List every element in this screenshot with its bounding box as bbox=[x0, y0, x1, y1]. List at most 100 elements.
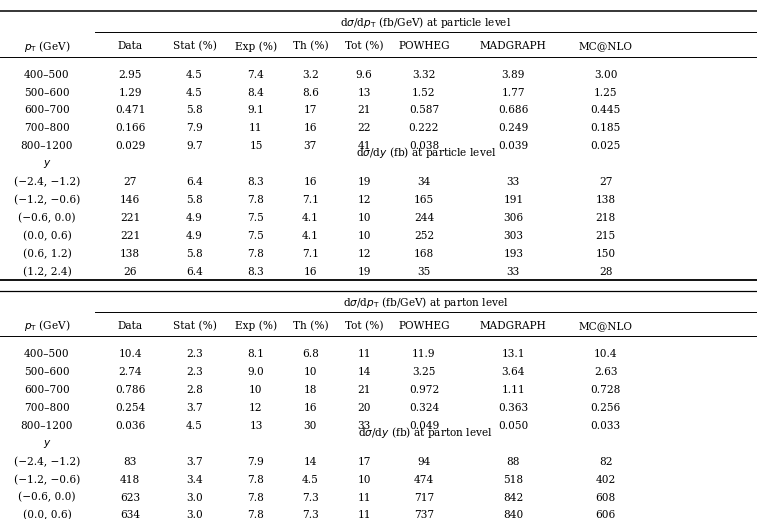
Text: 7.8: 7.8 bbox=[248, 493, 264, 502]
Text: 193: 193 bbox=[503, 249, 523, 258]
Text: 0.049: 0.049 bbox=[409, 421, 439, 431]
Text: 4.9: 4.9 bbox=[186, 213, 203, 223]
Text: 400–500: 400–500 bbox=[24, 349, 70, 359]
Text: 20: 20 bbox=[357, 403, 371, 413]
Text: 7.5: 7.5 bbox=[248, 231, 264, 241]
Text: (−2.4, −1.2): (−2.4, −1.2) bbox=[14, 177, 80, 187]
Text: 5.8: 5.8 bbox=[186, 249, 203, 258]
Text: 19: 19 bbox=[357, 267, 371, 277]
Text: 4.5: 4.5 bbox=[186, 421, 203, 431]
Text: 3.7: 3.7 bbox=[186, 403, 203, 413]
Text: 608: 608 bbox=[596, 493, 615, 502]
Text: 16: 16 bbox=[304, 403, 317, 413]
Text: (−1.2, −0.6): (−1.2, −0.6) bbox=[14, 474, 80, 485]
Text: 9.1: 9.1 bbox=[248, 105, 264, 115]
Text: 221: 221 bbox=[120, 231, 140, 241]
Text: 13: 13 bbox=[357, 88, 371, 98]
Text: 17: 17 bbox=[357, 457, 371, 467]
Text: 191: 191 bbox=[503, 195, 523, 205]
Text: 13: 13 bbox=[249, 421, 263, 431]
Text: 138: 138 bbox=[120, 249, 140, 258]
Text: 14: 14 bbox=[304, 457, 317, 467]
Text: 11: 11 bbox=[357, 493, 371, 502]
Text: 4.5: 4.5 bbox=[302, 474, 319, 485]
Text: 4.5: 4.5 bbox=[186, 88, 203, 98]
Text: 41: 41 bbox=[357, 141, 371, 151]
Text: Th (%): Th (%) bbox=[292, 321, 329, 331]
Text: 8.6: 8.6 bbox=[302, 88, 319, 98]
Text: 21: 21 bbox=[357, 385, 371, 395]
Text: 168: 168 bbox=[414, 249, 434, 258]
Text: 0.033: 0.033 bbox=[590, 421, 621, 431]
Text: 3.4: 3.4 bbox=[186, 474, 203, 485]
Text: 17: 17 bbox=[304, 105, 317, 115]
Text: 18: 18 bbox=[304, 385, 317, 395]
Text: 0.050: 0.050 bbox=[498, 421, 528, 431]
Text: 700–800: 700–800 bbox=[24, 403, 70, 413]
Text: 0.256: 0.256 bbox=[590, 403, 621, 413]
Text: (0.0, 0.6): (0.0, 0.6) bbox=[23, 510, 71, 519]
Text: 12: 12 bbox=[357, 249, 371, 258]
Text: 14: 14 bbox=[357, 367, 371, 377]
Text: POWHEG: POWHEG bbox=[398, 42, 450, 51]
Text: 11: 11 bbox=[249, 124, 263, 133]
Text: 0.029: 0.029 bbox=[115, 141, 145, 151]
Text: Stat (%): Stat (%) bbox=[173, 41, 217, 51]
Text: 402: 402 bbox=[596, 474, 615, 485]
Text: 0.036: 0.036 bbox=[115, 421, 145, 431]
Text: 7.8: 7.8 bbox=[248, 195, 264, 205]
Text: 221: 221 bbox=[120, 213, 140, 223]
Text: 3.2: 3.2 bbox=[302, 70, 319, 79]
Text: 5.8: 5.8 bbox=[186, 195, 203, 205]
Text: 165: 165 bbox=[414, 195, 434, 205]
Text: 2.63: 2.63 bbox=[593, 367, 618, 377]
Text: 10: 10 bbox=[357, 474, 371, 485]
Text: 3.7: 3.7 bbox=[186, 457, 203, 467]
Text: 10: 10 bbox=[357, 231, 371, 241]
Text: 500–600: 500–600 bbox=[24, 88, 70, 98]
Text: 19: 19 bbox=[357, 177, 371, 187]
Text: 33: 33 bbox=[357, 421, 371, 431]
Text: 7.8: 7.8 bbox=[248, 249, 264, 258]
Text: 1.29: 1.29 bbox=[118, 88, 142, 98]
Text: 146: 146 bbox=[120, 195, 140, 205]
Text: 22: 22 bbox=[357, 124, 371, 133]
Text: 82: 82 bbox=[599, 457, 612, 467]
Text: 306: 306 bbox=[503, 213, 523, 223]
Text: 6.8: 6.8 bbox=[302, 349, 319, 359]
Text: $y$: $y$ bbox=[42, 438, 51, 450]
Text: 7.8: 7.8 bbox=[248, 510, 264, 519]
Text: 0.786: 0.786 bbox=[115, 385, 145, 395]
Text: 16: 16 bbox=[304, 124, 317, 133]
Text: 27: 27 bbox=[123, 177, 137, 187]
Text: 30: 30 bbox=[304, 421, 317, 431]
Text: 34: 34 bbox=[417, 177, 431, 187]
Text: 15: 15 bbox=[249, 141, 263, 151]
Text: 5.8: 5.8 bbox=[186, 105, 203, 115]
Text: 2.3: 2.3 bbox=[186, 349, 203, 359]
Text: 10: 10 bbox=[249, 385, 263, 395]
Text: 21: 21 bbox=[357, 105, 371, 115]
Text: 737: 737 bbox=[414, 510, 434, 519]
Text: 12: 12 bbox=[357, 195, 371, 205]
Text: MADGRAPH: MADGRAPH bbox=[480, 42, 547, 51]
Text: 8.4: 8.4 bbox=[248, 88, 264, 98]
Text: 6.4: 6.4 bbox=[186, 267, 203, 277]
Text: 1.77: 1.77 bbox=[501, 88, 525, 98]
Text: 4.1: 4.1 bbox=[302, 213, 319, 223]
Text: 33: 33 bbox=[506, 177, 520, 187]
Text: Stat (%): Stat (%) bbox=[173, 321, 217, 331]
Text: d$\sigma$/d$y$ (fb) at parton level: d$\sigma$/d$y$ (fb) at parton level bbox=[359, 425, 493, 440]
Text: 2.74: 2.74 bbox=[118, 367, 142, 377]
Text: 634: 634 bbox=[120, 510, 140, 519]
Text: 94: 94 bbox=[417, 457, 431, 467]
Text: POWHEG: POWHEG bbox=[398, 321, 450, 331]
Text: (−0.6, 0.0): (−0.6, 0.0) bbox=[18, 213, 76, 223]
Text: (0.6, 1.2): (0.6, 1.2) bbox=[23, 249, 71, 259]
Text: 606: 606 bbox=[596, 510, 615, 519]
Text: 2.95: 2.95 bbox=[119, 70, 142, 79]
Text: MC@NLO: MC@NLO bbox=[578, 42, 633, 51]
Text: 8.3: 8.3 bbox=[248, 177, 264, 187]
Text: 600–700: 600–700 bbox=[24, 385, 70, 395]
Text: 9.7: 9.7 bbox=[186, 141, 203, 151]
